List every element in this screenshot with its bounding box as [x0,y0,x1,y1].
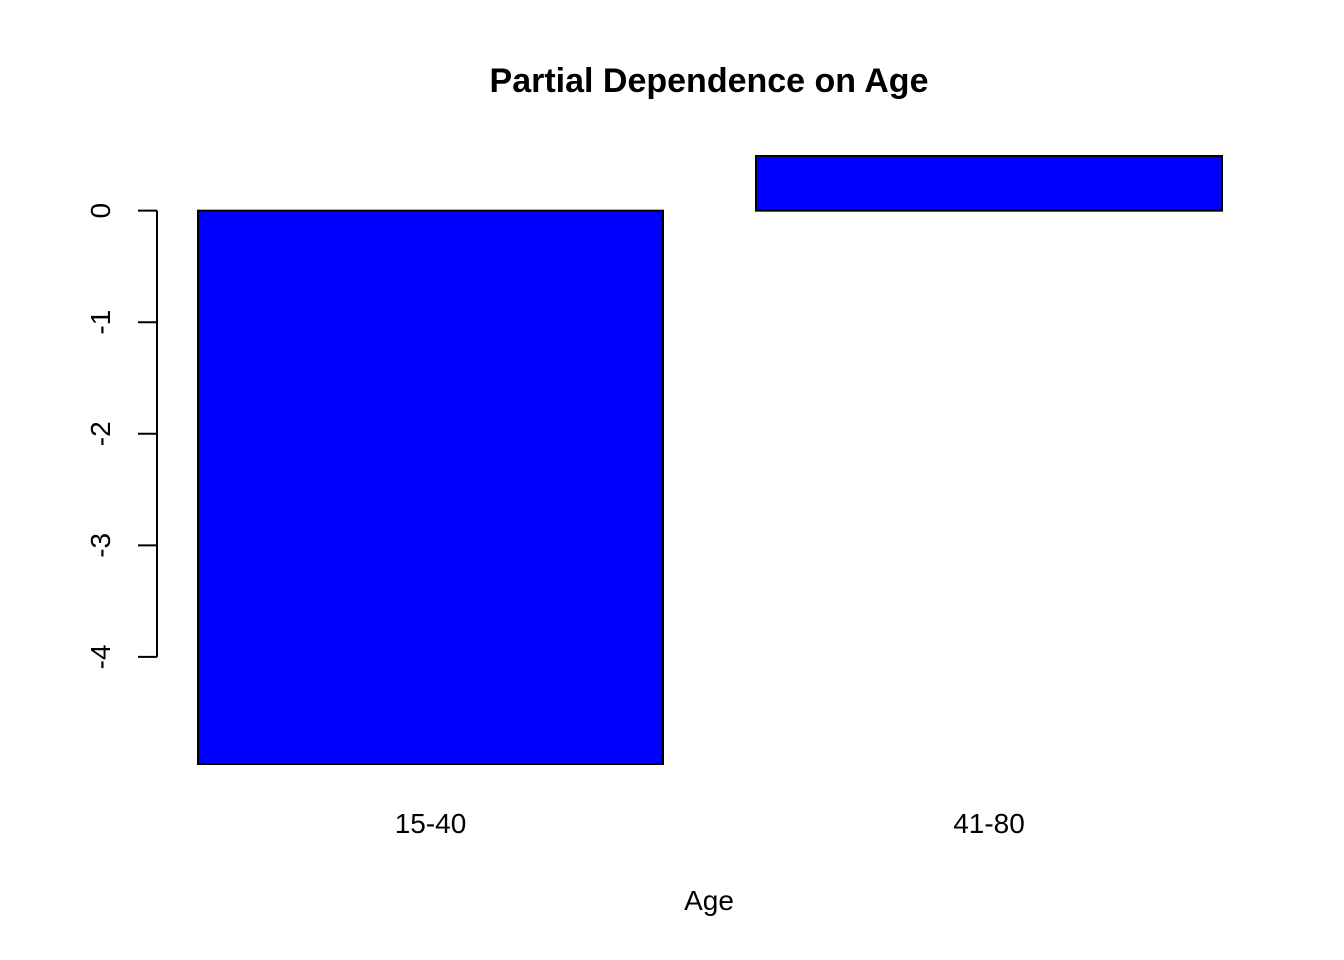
x-axis-labels: 15-40 41-80 [395,808,1025,839]
chart-title: Partial Dependence on Age [490,62,929,100]
x-category-label: 15-40 [395,808,467,839]
y-tick-label: -1 [85,310,116,335]
bars [197,155,1223,765]
y-tick-label: -2 [85,421,116,446]
y-axis: 0 -1 -2 -3 -4 [85,203,158,669]
bar-41-80 [755,155,1223,212]
y-tick-label: 0 [85,203,116,219]
x-category-label: 41-80 [953,808,1025,839]
x-axis-title: Age [684,885,734,916]
bar-15-40 [197,209,664,765]
y-tick-label: -4 [85,644,116,669]
y-tick-label: -3 [85,533,116,558]
